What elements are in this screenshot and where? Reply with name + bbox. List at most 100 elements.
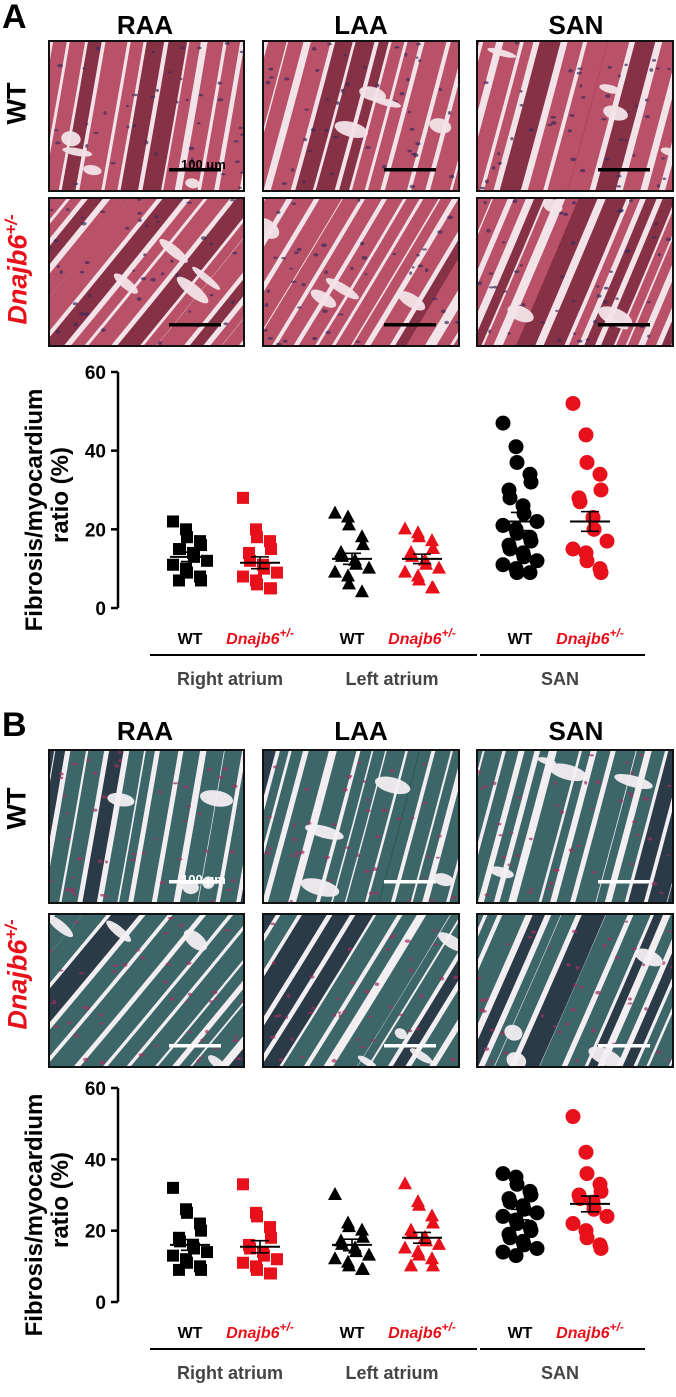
histology-image-b-dnajb6-raa (48, 913, 245, 1068)
data-point (432, 1236, 446, 1250)
data-point (356, 537, 370, 551)
group-label: Left atrium (345, 669, 438, 689)
data-point (502, 541, 518, 557)
data-point (529, 1205, 545, 1221)
data-point (426, 1258, 440, 1272)
data-point (579, 1166, 595, 1182)
data-point (523, 474, 539, 490)
data-point (495, 415, 511, 431)
data-point (432, 560, 446, 574)
data-point (237, 570, 249, 583)
histology-image-b-wt-san (476, 749, 674, 904)
data-point (593, 565, 609, 581)
x-tick-label-dnajb6: Dnajb6+/- (226, 1320, 294, 1342)
histology-image-a-wt-raa (48, 40, 245, 192)
data-point (565, 1216, 581, 1232)
scale-label-b: 100 μm (181, 872, 226, 887)
data-point (362, 560, 376, 574)
x-tick-label-wt: WT (340, 1325, 365, 1342)
data-point (398, 521, 412, 535)
x-tick-label-wt: WT (178, 1325, 203, 1342)
data-point (335, 1236, 349, 1250)
data-point (522, 565, 538, 581)
group-label: SAN (541, 669, 579, 689)
data-point (425, 1251, 439, 1265)
data-point (362, 1247, 376, 1261)
data-point (495, 517, 511, 533)
data-point (509, 454, 525, 470)
data-point (265, 1267, 277, 1280)
scatter-chart-a: 0 20 40 60 Fibrosis/myocardium ratio (%) WT Dna… (21, 363, 645, 689)
histology-image-b-wt-laa (262, 749, 460, 904)
data-point (342, 1258, 356, 1272)
y-axis-label: ratio (%) (47, 447, 74, 543)
y-tick-label: 40 (85, 1150, 106, 1171)
y-axis-label: Fibrosis/myocardium (21, 1094, 48, 1337)
data-point (405, 1226, 419, 1240)
data-point (579, 1230, 595, 1246)
row-label-wt: WT (1, 82, 32, 125)
data-point (265, 543, 277, 555)
group-label: Left atrium (345, 1363, 438, 1383)
panel-letter-a: A (2, 0, 27, 36)
data-point (355, 584, 369, 598)
data-point (426, 580, 440, 594)
data-point (195, 1263, 207, 1276)
column-header-laa: LAA (334, 10, 388, 40)
column-header-raa: RAA (116, 10, 174, 40)
data-point (237, 491, 249, 504)
panel-letter-b: B (2, 706, 27, 744)
data-point (425, 1208, 439, 1222)
data-point (251, 1263, 263, 1276)
data-point (412, 1197, 426, 1211)
data-point (342, 1219, 356, 1233)
data-point (349, 556, 363, 570)
data-point (495, 1166, 511, 1182)
x-tick-label-dnajb6: Dnajb6+/- (388, 626, 456, 648)
data-point (565, 541, 581, 557)
data-point (495, 1208, 511, 1224)
data-point (579, 553, 595, 569)
data-point (593, 1241, 609, 1256)
histology-image-a-dnajb6-san (476, 197, 674, 347)
data-point (516, 1237, 532, 1253)
column-header-laa: LAA (334, 716, 388, 746)
data-point (201, 1246, 213, 1259)
histology-image-b-wt-raa (48, 749, 245, 904)
y-tick-label: 60 (85, 363, 106, 384)
histology-image-a-wt-laa (262, 40, 460, 192)
column-header-san: SAN (548, 10, 604, 40)
data-point (572, 494, 588, 510)
data-point (425, 533, 439, 547)
y-tick-label: 0 (95, 1293, 106, 1314)
data-point (237, 1178, 249, 1191)
data-point (355, 1222, 369, 1236)
data-point (593, 1183, 609, 1199)
column-header-raa: RAA (116, 716, 174, 746)
data-point (495, 557, 511, 573)
group-label: Right atrium (177, 1363, 283, 1383)
data-point (495, 1244, 511, 1260)
data-point (509, 565, 525, 581)
data-point (251, 1210, 263, 1223)
histology-image-a-wt-san (476, 40, 674, 192)
data-point (508, 1248, 524, 1264)
data-point (173, 1263, 185, 1276)
x-tick-label-wt: WT (178, 631, 203, 648)
data-point (167, 1249, 179, 1262)
data-point (516, 549, 532, 565)
x-tick-label-dnajb6: Dnajb6+/- (388, 1320, 456, 1342)
histology-image-b-dnajb6-san (476, 913, 674, 1068)
x-tick-label-wt: WT (508, 631, 533, 648)
data-point (173, 574, 185, 587)
data-point (516, 506, 532, 522)
row-label-wt: WT (1, 787, 32, 830)
data-point (398, 1240, 412, 1254)
data-point (251, 531, 263, 544)
data-point (523, 1223, 539, 1239)
y-tick-label: 60 (85, 1079, 106, 1100)
data-point (578, 1144, 594, 1160)
data-point (265, 1231, 277, 1244)
data-point (355, 529, 369, 543)
data-point (592, 466, 608, 482)
